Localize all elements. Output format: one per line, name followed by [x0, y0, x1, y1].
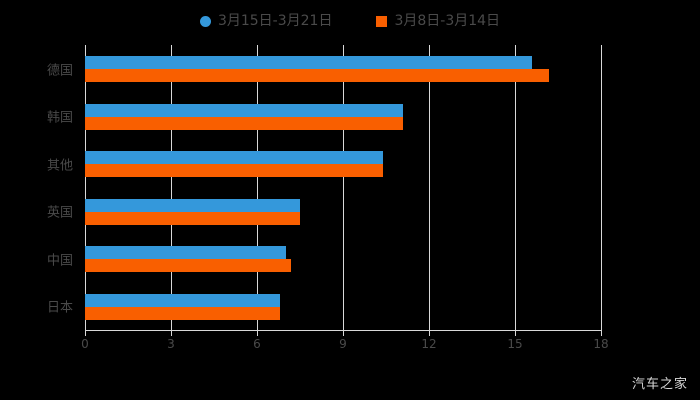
x-tick-label-3: 3: [167, 337, 175, 351]
bar-series-1-category-1[interactable]: [85, 103, 404, 117]
legend-circle-marker-icon: [199, 15, 211, 27]
bar-series-1-category-4[interactable]: [85, 246, 286, 259]
bar-series-1-category-3[interactable]: [85, 198, 300, 212]
x-tick-label-15: 15: [507, 337, 523, 351]
y-axis-label-3: 英国: [46, 205, 73, 221]
y-axis-label-5: 日本: [46, 300, 73, 316]
x-tick-label-18: 18: [593, 337, 609, 351]
bar-series-2-category-0[interactable]: [85, 69, 550, 82]
bar-series-1-category-2[interactable]: [85, 151, 384, 164]
x-axis-line: [85, 330, 602, 331]
bar-group-1: 韩国: [47, 93, 601, 141]
plot-area: 0 3 6 9 12 15 18 德国 韩国 其他 英国 中国: [47, 45, 609, 351]
legend-label-series-1: 3月15日-3月21日: [217, 13, 333, 29]
bar-series-1-category-0[interactable]: [85, 56, 533, 69]
gridline-6: [257, 45, 258, 330]
x-tick-mark-9: [343, 331, 344, 336]
y-axis-label-0: 德国: [46, 63, 73, 79]
bar-series-2-category-2[interactable]: [85, 164, 384, 177]
legend-label-series-2: 3月8日-3月14日: [394, 13, 501, 29]
legend-square-marker-icon: [376, 15, 388, 27]
x-tick-label-6: 6: [253, 337, 261, 351]
y-axis-label-4: 中国: [46, 253, 73, 269]
gridline-15: [515, 45, 516, 330]
bar-group-2: 其他: [47, 140, 601, 188]
gridline-9: [343, 45, 344, 330]
bar-series-2-category-5[interactable]: [85, 306, 280, 320]
legend-item-series-2[interactable]: 3月8日-3月14日: [376, 14, 500, 28]
y-axis-label-1: 韩国: [46, 110, 73, 126]
gridline-12: [429, 45, 430, 330]
x-tick-mark-15: [515, 331, 516, 336]
legend-item-series-1[interactable]: 3月15日-3月21日: [199, 13, 333, 29]
watermark: 汽车之家: [631, 377, 688, 392]
bar-series-2-category-1[interactable]: [85, 116, 404, 130]
x-tick-label-12: 12: [421, 337, 437, 351]
y-axis-label-2: 其他: [46, 158, 73, 174]
bar-series-1-category-5[interactable]: [85, 293, 280, 307]
chart-legend: 3月15日-3月21日 3月8日-3月14日: [0, 8, 700, 34]
bar-series-2-category-4[interactable]: [85, 259, 292, 272]
gridline-18: [601, 45, 602, 330]
bar-group-3: 英国: [47, 188, 601, 236]
x-tick-mark-3: [171, 331, 172, 336]
x-tick-label-9: 9: [339, 337, 347, 351]
x-tick-mark-6: [257, 331, 258, 336]
bar-group-5: 日本: [47, 283, 601, 331]
gridline-3: [171, 45, 172, 330]
x-tick-label-0: 0: [81, 337, 89, 351]
x-tick-mark-12: [429, 331, 430, 336]
bar-group-4: 中国: [47, 235, 601, 283]
gridline-0: [85, 45, 86, 330]
bar-series-2-category-3[interactable]: [85, 211, 300, 225]
x-tick-mark-18: [601, 331, 602, 336]
bar-group-0: 德国: [47, 45, 601, 93]
x-tick-mark-0: [85, 331, 86, 336]
